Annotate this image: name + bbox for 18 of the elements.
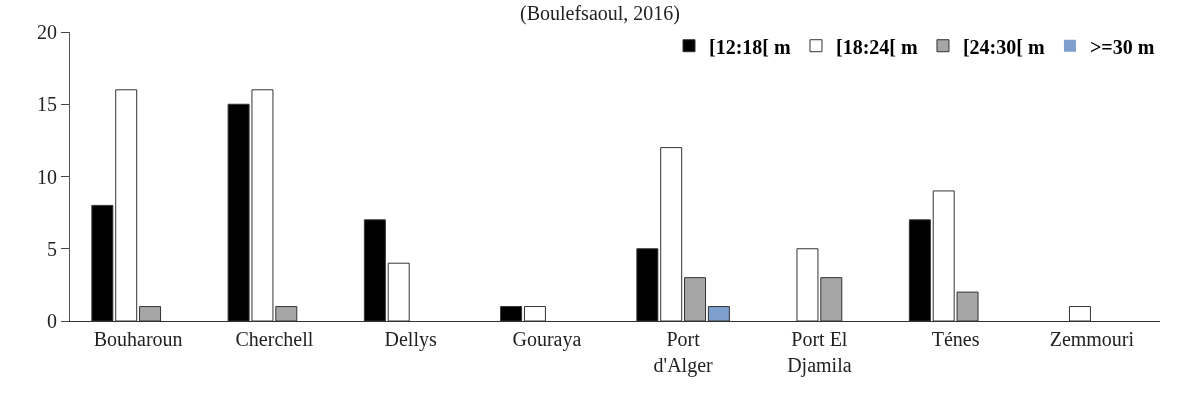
y-tick-label: 20 <box>37 21 57 43</box>
x-tick-label: Bouharoun <box>93 328 183 350</box>
chart-title: (Boulefsaoul, 2016) <box>520 2 680 26</box>
legend-label: [24:30[ m <box>962 35 1045 58</box>
y-tick-label: 5 <box>47 237 57 260</box>
x-tick-label: Port El Djamila <box>787 328 852 377</box>
y-tick-label: 15 <box>37 93 57 116</box>
x-tick-label: Gouraya <box>512 328 582 351</box>
x-tick-label: Cherchell <box>235 328 314 350</box>
x-tick-label: Ténes <box>931 328 980 350</box>
x-tick-label: Dellys <box>384 328 437 351</box>
legend-label: [18:24[ m <box>835 35 918 58</box>
legend-label: >=30 m <box>1089 35 1155 58</box>
y-tick-label: 0 <box>47 310 57 332</box>
x-tick-label: Zemmouri <box>1049 328 1135 350</box>
x-tick-label: Port d'Alger <box>653 328 714 377</box>
legend-label: [12:18[ m <box>709 35 791 58</box>
y-tick-label: 10 <box>37 165 57 188</box>
